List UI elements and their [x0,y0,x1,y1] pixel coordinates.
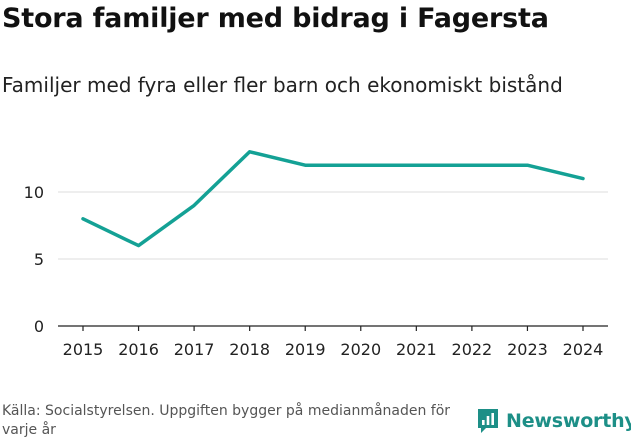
x-tick-label: 2021 [396,340,437,359]
y-tick-label: 0 [34,317,44,336]
x-tick-label: 2024 [563,340,604,359]
chart-title: Stora familjer med bidrag i Fagersta [2,3,549,34]
x-tick-label: 2018 [229,340,270,359]
source-note: Källa: Socialstyrelsen. Uppgiften bygger… [2,403,451,438]
y-tick-label: 5 [34,250,44,269]
y-tick-label: 10 [24,183,44,202]
newsworthy-logo[interactable]: Newsworthy [476,408,631,434]
x-tick-label: 2019 [285,340,326,359]
newsworthy-icon [478,409,498,433]
x-tick-label: 2020 [340,340,381,359]
brand-name: Newsworthy [506,410,631,432]
chart-subtitle: Familjer med fyra eller fler barn och ek… [2,73,563,97]
x-axis: 2015 2016 2017 2018 2019 2020 2021 2022 2023 2024 [58,325,608,359]
x-tick-label: 2022 [452,340,493,359]
y-axis: 0 5 10 [24,183,44,336]
x-tick-label: 2015 [63,340,104,359]
x-tick-label: 2016 [118,340,159,359]
x-tick-label: 2017 [174,340,215,359]
x-tick-label: 2023 [507,340,548,359]
series-line-0 [81,150,585,248]
series-lines [81,150,585,248]
gridlines [58,191,608,260]
